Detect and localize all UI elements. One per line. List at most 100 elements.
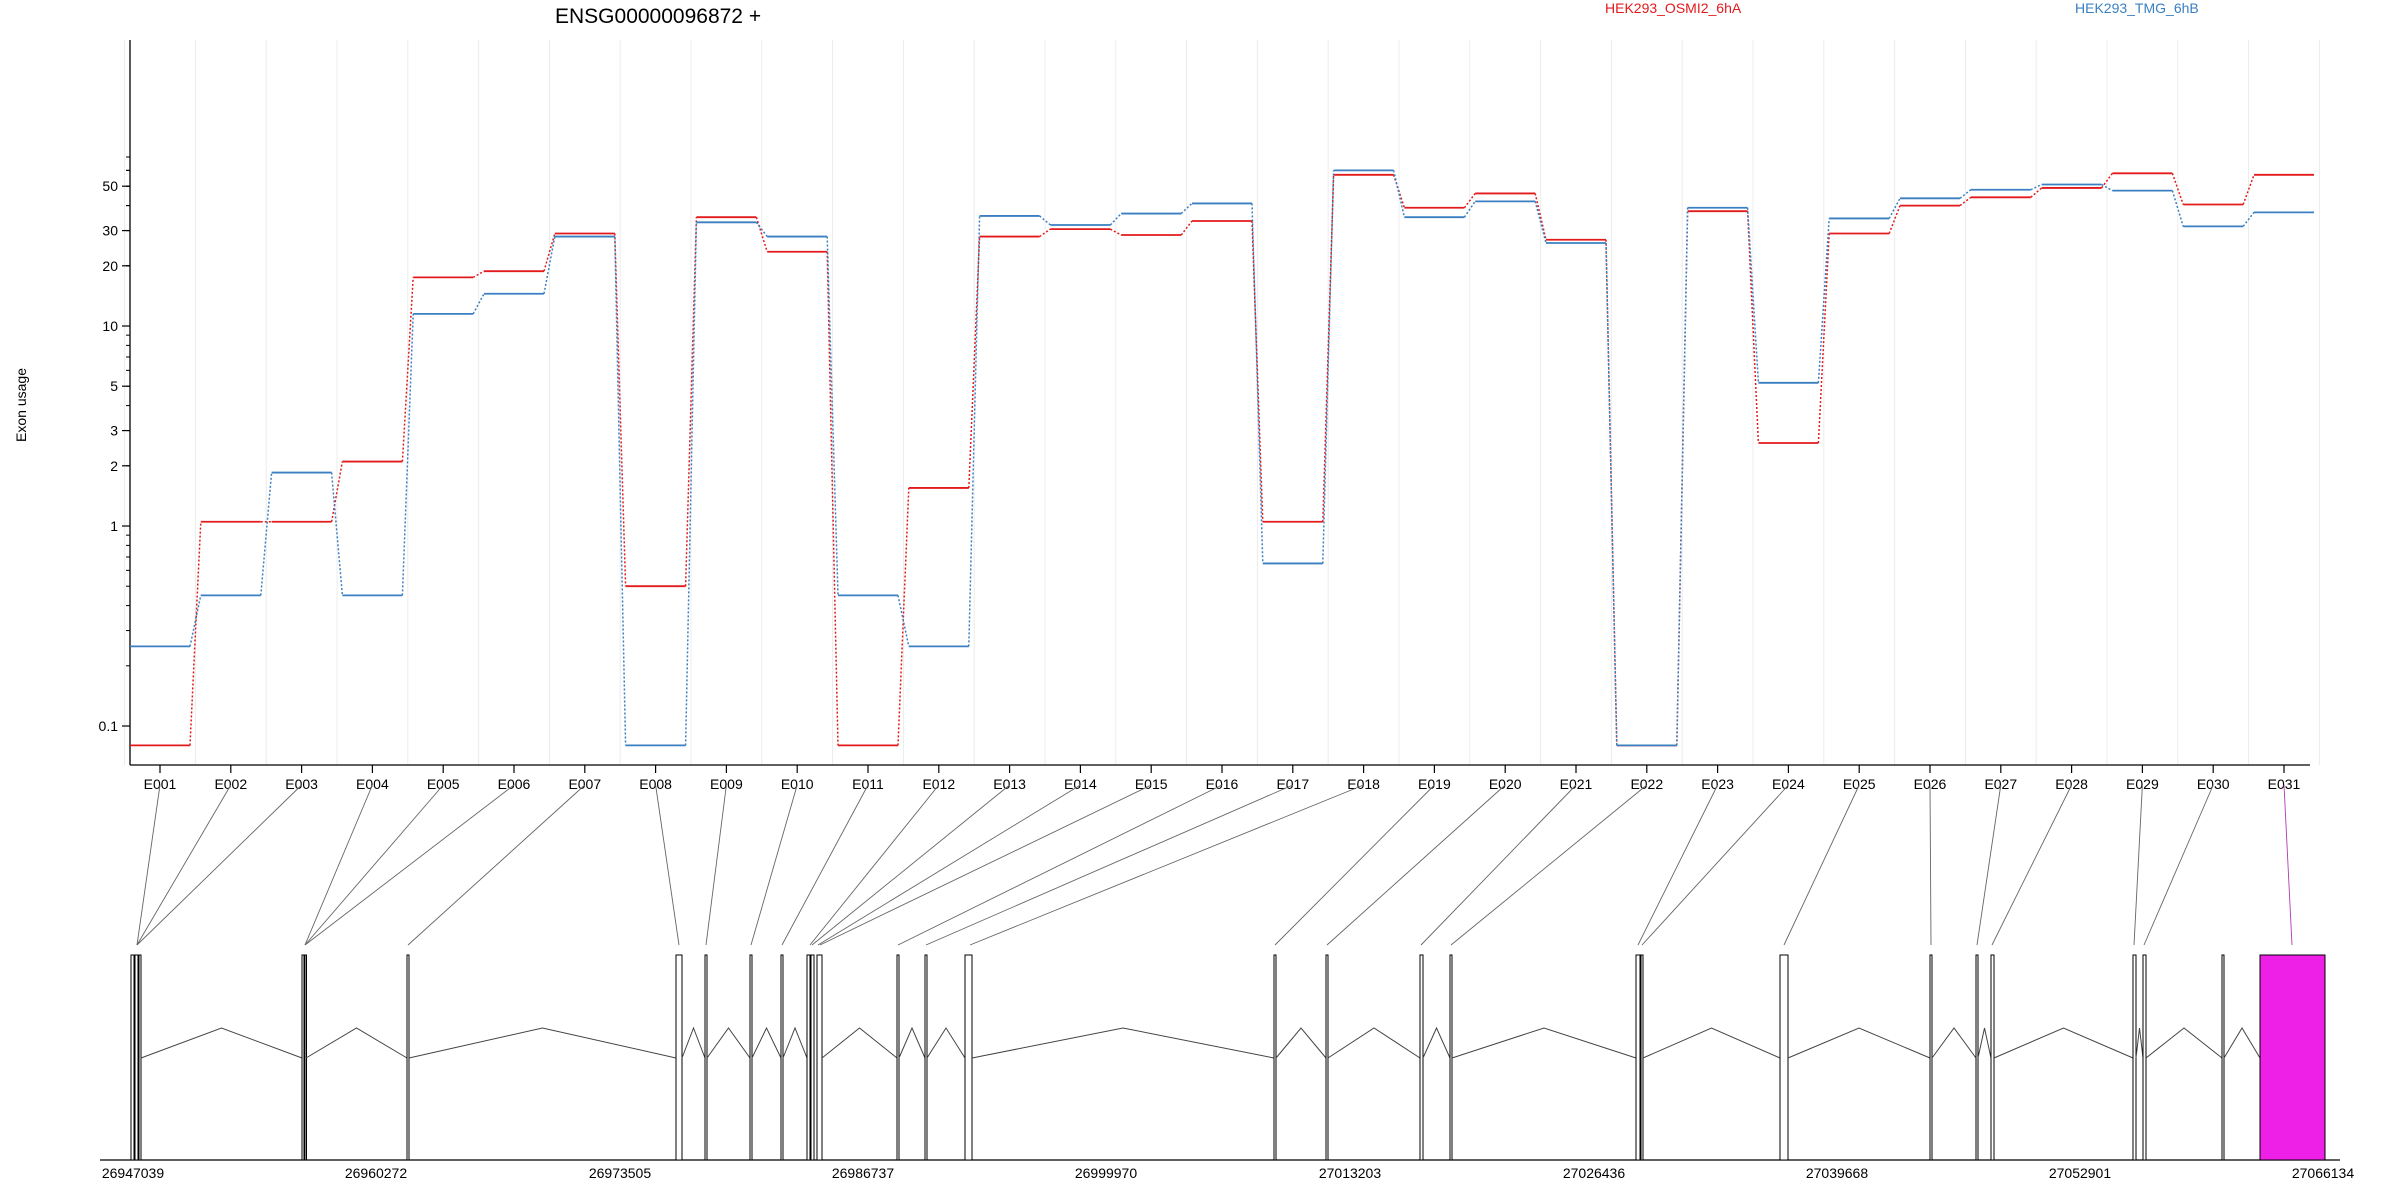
series-connector xyxy=(1817,233,1830,444)
series-connector xyxy=(189,595,202,647)
exon-connector xyxy=(304,784,515,946)
x-tick-label: E020 xyxy=(1489,776,1522,792)
x-tick-label: E006 xyxy=(498,776,531,792)
x-tick-label: E002 xyxy=(214,776,247,792)
x-tick-label: E017 xyxy=(1276,776,1309,792)
exon-connector xyxy=(1929,784,1932,946)
exon-connector xyxy=(1641,784,1789,946)
intron-line xyxy=(1327,1027,1421,1059)
exon-box xyxy=(134,954,139,1161)
x-tick-label: E010 xyxy=(781,776,814,792)
exon-connector xyxy=(1274,784,1435,946)
exon-connector xyxy=(1637,784,1719,946)
legend-entry-tmg: HEK293_TMG_6hB xyxy=(2075,0,2199,16)
exon-connector xyxy=(136,784,232,946)
x-tick-label: E007 xyxy=(568,776,601,792)
exon-connector xyxy=(1420,784,1577,946)
exon-connector xyxy=(655,784,680,946)
series-connector xyxy=(614,233,627,587)
series-connector xyxy=(1676,207,1689,746)
series-connector xyxy=(1888,205,1901,234)
series-connector xyxy=(684,217,698,587)
y-tick-label: 5 xyxy=(110,378,118,394)
y-tick-label: 30 xyxy=(102,223,118,239)
exon-box xyxy=(2221,954,2225,1161)
coordinate-label: 27026436 xyxy=(1563,1165,1626,1181)
series-connector xyxy=(1180,220,1193,236)
legend-entry-osmi: HEK293_OSMI2_6hA xyxy=(1605,0,1742,16)
genomic-coordinate-labels: 26947039 26960272 26973505 26986737 26999970… xyxy=(102,1165,2355,1181)
x-tick-label: E001 xyxy=(144,776,177,792)
coordinate-label: 27039668 xyxy=(1806,1165,1869,1181)
exon-box xyxy=(130,954,135,1161)
series-connector xyxy=(897,487,910,746)
y-axis: 0.1 1 2 3 5 10 20 30 50 xyxy=(99,40,131,765)
intron-line xyxy=(681,1026,706,1059)
series-connector xyxy=(1392,170,1406,218)
series-connector xyxy=(1746,207,1760,383)
intron-line xyxy=(140,1027,303,1059)
exon-box xyxy=(2142,954,2147,1161)
exon-box xyxy=(1990,954,1995,1161)
exon-box xyxy=(1419,954,1424,1161)
exon-box xyxy=(1779,954,1789,1161)
coordinate-label: 26973505 xyxy=(589,1165,652,1181)
series-connector xyxy=(189,521,202,746)
series-connector xyxy=(543,233,556,272)
y-tick-label: 0.1 xyxy=(99,718,119,734)
coordinate-label: 27066134 xyxy=(2292,1165,2355,1181)
coordinate-label: 26960272 xyxy=(345,1165,408,1181)
exon-connector xyxy=(1783,784,1860,946)
exon-connector-lines xyxy=(136,784,2293,946)
series-connector xyxy=(1251,203,1264,564)
x-tick-label: E012 xyxy=(922,776,955,792)
intron-line xyxy=(1275,1027,1327,1059)
series-connector xyxy=(1746,211,1760,444)
exon-connector xyxy=(819,784,1152,946)
exon-box xyxy=(816,954,823,1161)
series-lines xyxy=(130,169,2314,747)
exon-box xyxy=(964,954,973,1161)
series-connector xyxy=(1534,201,1547,244)
series-connector xyxy=(1322,170,1335,564)
exon-connector xyxy=(781,784,869,946)
exon-connector xyxy=(2143,784,2214,946)
exon-connector xyxy=(304,784,373,946)
x-tick-label: E022 xyxy=(1630,776,1663,792)
series-connector xyxy=(260,472,273,596)
intron-line xyxy=(408,1027,677,1059)
x-tick-label: E015 xyxy=(1135,776,1168,792)
gridlines xyxy=(124,40,2320,765)
intron-line xyxy=(2145,1027,2223,1059)
intron-line xyxy=(926,1027,966,1059)
x-tick-label: E011 xyxy=(852,776,884,792)
x-tick-label: E031 xyxy=(2268,776,2301,792)
series-connector xyxy=(614,236,627,746)
intron-line xyxy=(1451,1027,1637,1059)
x-tick-label: E026 xyxy=(1914,776,1947,792)
exon-box xyxy=(704,954,708,1161)
y-tick-label: 1 xyxy=(110,518,118,534)
series-connector xyxy=(1180,202,1193,215)
series-connector xyxy=(1322,174,1335,522)
series-connector xyxy=(684,222,698,746)
exon-connector xyxy=(925,784,1293,946)
exon-box xyxy=(1449,954,1453,1161)
exon-box xyxy=(1640,954,1644,1161)
exon-connector xyxy=(811,784,1010,946)
series-connector xyxy=(1109,213,1122,226)
series-connector xyxy=(330,472,344,596)
intron-line xyxy=(2135,1027,2144,1059)
intron-line xyxy=(1977,1027,1992,1059)
intron-line xyxy=(898,1026,926,1059)
series-connector xyxy=(2100,172,2114,189)
chart-title: ENSG00000096872 + xyxy=(555,5,761,28)
series-connector xyxy=(1463,192,1476,209)
coordinate-label: 26986737 xyxy=(832,1165,895,1181)
x-tick-label: E025 xyxy=(1843,776,1876,792)
intron-line xyxy=(305,1027,408,1059)
exon-box xyxy=(1325,954,1329,1161)
y-axis-label: Exon usage xyxy=(13,368,29,442)
exon-connector xyxy=(2133,784,2143,946)
